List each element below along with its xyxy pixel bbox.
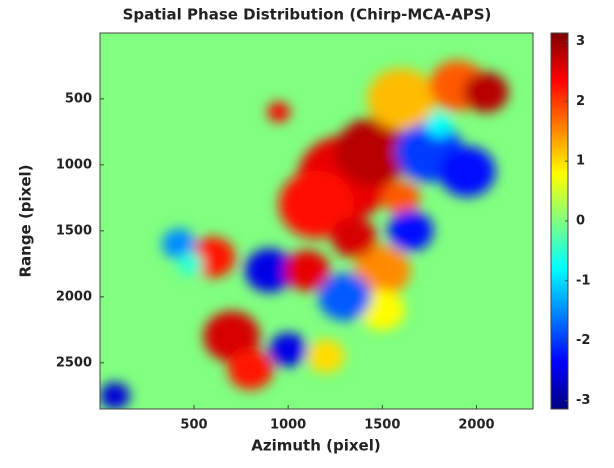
phase-region (284, 250, 330, 291)
heatmap (100, 33, 533, 409)
y-tick-label: 1500 (56, 223, 92, 238)
colorbar-tick-label: 1 (576, 154, 585, 169)
colorbar-tick-label: 0 (576, 214, 585, 229)
y-tick-label: 1000 (56, 157, 92, 172)
colorbar-tick-label: -3 (576, 393, 590, 408)
x-tick-label: 1000 (270, 418, 306, 433)
phase-region (306, 339, 345, 374)
x-tick-label: 500 (180, 418, 207, 433)
y-tick-label: 2500 (56, 355, 92, 370)
phase-region (269, 332, 307, 367)
x-tick-label: 1500 (364, 418, 400, 433)
y-axis-label: Range (pixel) (17, 164, 35, 277)
phase-region (359, 289, 405, 331)
phase-region (367, 68, 436, 130)
phase-region (331, 217, 377, 258)
regions (100, 60, 509, 409)
y-tick-label: 500 (65, 91, 92, 106)
phase-region (177, 251, 204, 276)
phase-region (100, 382, 130, 409)
phase-region (335, 117, 411, 186)
colorbar-tick-label: 2 (576, 94, 585, 109)
phase-region (267, 101, 291, 123)
colorbar-tick-label: -1 (576, 273, 590, 288)
phase-region (354, 244, 411, 296)
phase-region (387, 210, 434, 252)
chart-title: Spatial Phase Distribution (Chirp-MCA-AP… (123, 6, 492, 24)
phase-region (425, 113, 453, 138)
phase-region (161, 228, 196, 260)
phase-region (203, 310, 260, 362)
y-tick-label: 2000 (56, 289, 92, 304)
phase-region (278, 170, 355, 239)
phase-region (244, 248, 294, 293)
phase-region (318, 273, 372, 321)
phase-region (227, 349, 274, 390)
phase-region (382, 180, 420, 215)
colorbar-tick-label: -2 (576, 333, 590, 348)
x-tick-label: 2000 (458, 418, 494, 433)
colorbar-tick-label: 3 (576, 34, 585, 49)
plot-frame (99, 32, 534, 410)
x-axis-label: Azimuth (pixel) (251, 437, 380, 455)
phase-region (463, 71, 509, 113)
phase-region (438, 146, 496, 197)
